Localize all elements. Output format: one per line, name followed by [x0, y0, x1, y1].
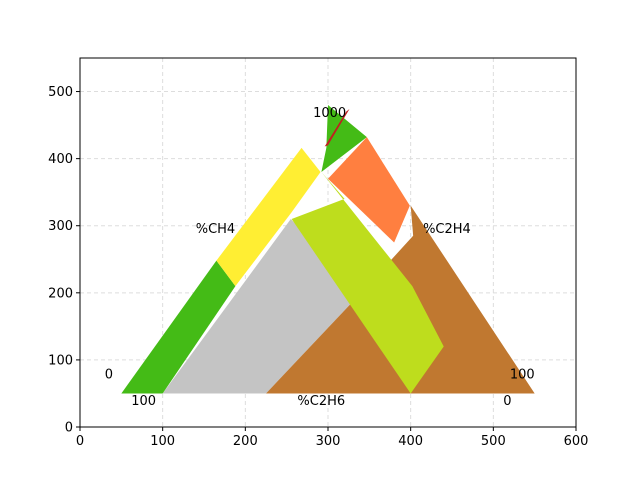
x-tick-label: 0: [76, 434, 84, 449]
annotation-label: %C2H6: [297, 394, 345, 409]
annotation-label: 0: [105, 368, 113, 383]
y-tick-label: 400: [48, 152, 73, 167]
annotation-label: %CH4: [196, 222, 235, 237]
annotation-label: 0: [503, 394, 511, 409]
y-tick-label: 0: [65, 421, 73, 436]
x-tick-label: 300: [316, 434, 341, 449]
x-tick-label: 200: [233, 434, 258, 449]
region-yellow: [216, 147, 321, 287]
y-tick-label: 500: [48, 85, 73, 100]
y-tick-label: 200: [48, 286, 73, 301]
region-red: [324, 108, 350, 147]
annotation-label: 100: [510, 368, 535, 383]
region-green-top: [321, 104, 367, 173]
annotation-label: 100: [313, 106, 338, 121]
x-tick-label: 100: [150, 434, 175, 449]
region-lime: [291, 172, 444, 394]
y-tick-label: 300: [48, 219, 73, 234]
annotation-label: 100: [131, 394, 156, 409]
y-tick-label: 100: [48, 353, 73, 368]
x-tick-label: 500: [481, 434, 506, 449]
region-gray: [162, 219, 362, 394]
region-green-left: [121, 260, 236, 394]
x-tick-label: 600: [564, 434, 589, 449]
region-orange: [328, 137, 410, 243]
x-tick-label: 400: [398, 434, 423, 449]
region-polygons: [121, 104, 535, 394]
annotation-label: 0: [338, 106, 346, 121]
annotation-label: %C2H4: [423, 222, 471, 237]
